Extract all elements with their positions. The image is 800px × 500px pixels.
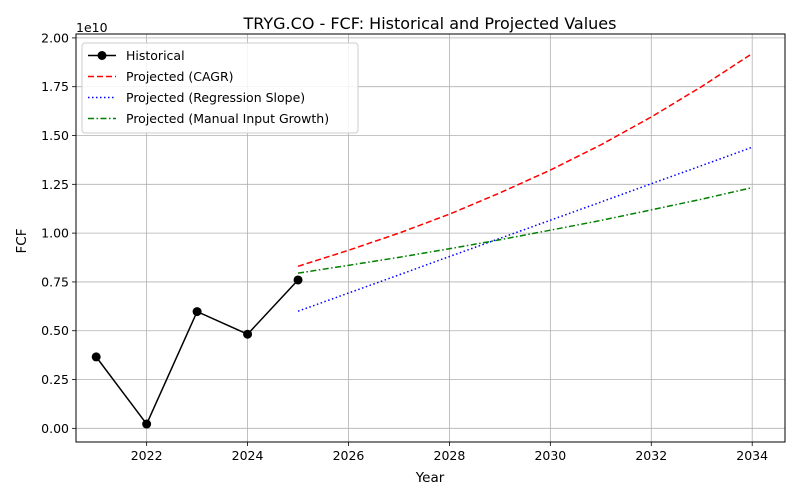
y-axis-ticks: 0.00 0.25 0.50 0.75 1.00 1.25 1.50 1.75 2.00 — [41, 30, 76, 436]
series-lines — [91, 52, 753, 429]
y-tick-label: 2.00 — [41, 30, 69, 45]
legend-label: Projected (CAGR) — [126, 69, 234, 84]
legend-label: Projected (Manual Input Growth) — [126, 111, 329, 126]
plot-frame — [75, 33, 786, 443]
legend-label: Projected (Regression Slope) — [126, 90, 305, 105]
historical-point — [243, 329, 253, 339]
historical-point — [142, 419, 152, 429]
x-axis-ticks: 2022 2024 2026 2028 2030 2032 2034 — [131, 442, 768, 463]
x-tick-label: 2024 — [232, 448, 264, 463]
y-tick-label: 0.00 — [41, 421, 69, 436]
y-tick-label: 0.50 — [41, 323, 69, 338]
x-tick-label: 2028 — [434, 448, 466, 463]
x-axis-label: Year — [415, 470, 445, 486]
chart-title: TRYG.CO - FCF: Historical and Projected … — [243, 14, 617, 33]
y-axis-label: FCF — [14, 229, 30, 254]
x-tick-label: 2022 — [131, 448, 163, 463]
y-tick-label: 0.75 — [41, 274, 69, 289]
historical-point — [91, 352, 101, 362]
y-tick-label: 1.00 — [41, 226, 69, 241]
x-tick-label: 2030 — [534, 448, 566, 463]
historical-point — [293, 275, 303, 285]
legend: Historical Projected (CAGR) Projected (Reg… — [81, 42, 359, 134]
series-line-2 — [297, 146, 753, 312]
y-tick-label: 1.50 — [41, 128, 69, 143]
x-tick-label: 2032 — [635, 448, 667, 463]
x-tick-label: 2026 — [333, 448, 365, 463]
legend-label: Historical — [126, 48, 185, 63]
historical-point — [192, 307, 202, 317]
legend-marker — [97, 51, 107, 60]
grid — [76, 34, 785, 442]
series-line-0 — [95, 279, 299, 426]
legend-box — [81, 42, 359, 134]
y-tick-label: 1.75 — [41, 79, 69, 94]
series-line-3 — [297, 186, 753, 274]
y-offset-label: 1e10 — [76, 20, 108, 35]
y-tick-label: 1.25 — [41, 177, 69, 192]
x-tick-label: 2034 — [736, 448, 768, 463]
y-tick-label: 0.25 — [41, 372, 69, 387]
